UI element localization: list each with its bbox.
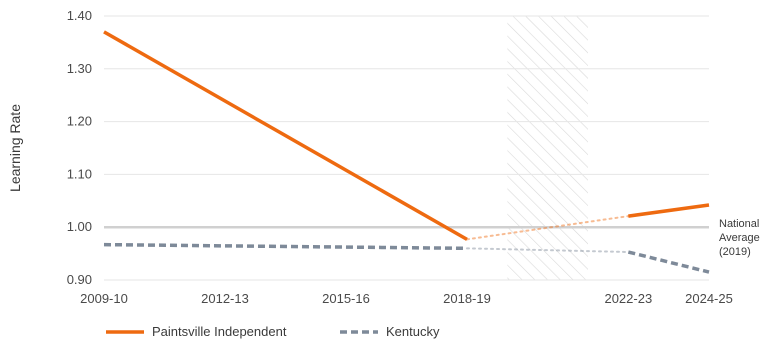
y-tick-label: 1.10 (67, 166, 92, 181)
series-line-0-1 (628, 203, 710, 218)
x-tick-label: 2022-23 (604, 291, 652, 306)
y-tick-label: 1.00 (67, 219, 92, 234)
reference-label-line: National (719, 218, 759, 230)
reference-label-line: Average (719, 232, 760, 244)
y-tick-label: 1.30 (67, 61, 92, 76)
legend-label: Paintsville Independent (152, 324, 287, 339)
series-bridge-1 (466, 247, 630, 254)
x-tick-label: 2015-16 (322, 291, 370, 306)
series-line-0-0 (103, 30, 468, 241)
reference-label-line: (2019) (719, 246, 751, 258)
legend-label: Kentucky (386, 324, 440, 339)
x-tick-label: 2012-13 (201, 291, 249, 306)
y-tick-label: 1.40 (67, 8, 92, 23)
shaded-period (507, 16, 588, 280)
x-tick-label: 2009-10 (80, 291, 128, 306)
x-tick-label: 2018-19 (443, 291, 491, 306)
series-line-1-1 (627, 250, 710, 274)
y-tick-label: 1.20 (67, 114, 92, 129)
reference-label: National Average (2019) (719, 218, 760, 258)
y-tick-label: 0.90 (67, 272, 92, 287)
x-tick-label: 2024-25 (685, 291, 733, 306)
series-line-1-0 (103, 242, 468, 251)
y-axis-label: Learning Rate (7, 104, 23, 192)
legend: Paintsville Independent Kentucky (106, 324, 440, 339)
